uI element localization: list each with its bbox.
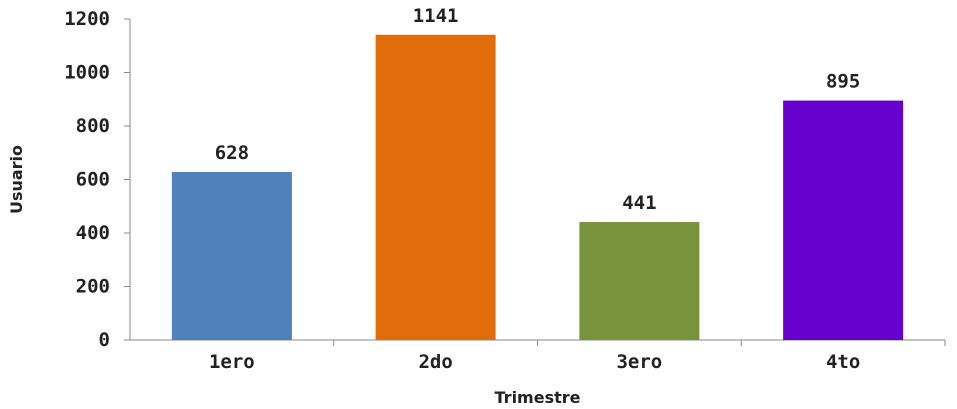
y-tick-label: 0: [99, 329, 110, 351]
y-tick-label: 200: [76, 276, 110, 298]
data-labels-group: 628 1141 441 895: [215, 5, 861, 214]
bar-3ero: [579, 222, 700, 340]
y-tick-label: 600: [76, 169, 110, 191]
bar-2do: [375, 34, 496, 340]
y-axis-ticks: 0 200 400 600 800 1000 1200: [64, 8, 130, 351]
y-tick-label: 1000: [64, 62, 110, 84]
bar-4to: [783, 100, 904, 341]
y-tick-label: 400: [76, 222, 110, 244]
x-tick-label: 2do: [418, 351, 452, 373]
data-label: 1141: [413, 5, 459, 27]
y-tick-label: 1200: [64, 8, 110, 30]
y-tick-label: 800: [76, 115, 110, 137]
data-label: 628: [215, 142, 249, 164]
x-axis-labels: 1ero 2do 3ero 4to: [209, 340, 946, 373]
data-label: 441: [622, 192, 656, 214]
x-tick-label: 4to: [826, 351, 860, 373]
x-tick-label: 1ero: [209, 351, 255, 373]
x-tick-label: 3ero: [616, 351, 662, 373]
y-axis-title: Usuario: [7, 145, 26, 214]
x-axis-title: Trimestre: [495, 388, 581, 407]
data-label: 895: [826, 71, 860, 93]
bars-group: [171, 34, 904, 341]
bar-1ero: [171, 172, 292, 340]
